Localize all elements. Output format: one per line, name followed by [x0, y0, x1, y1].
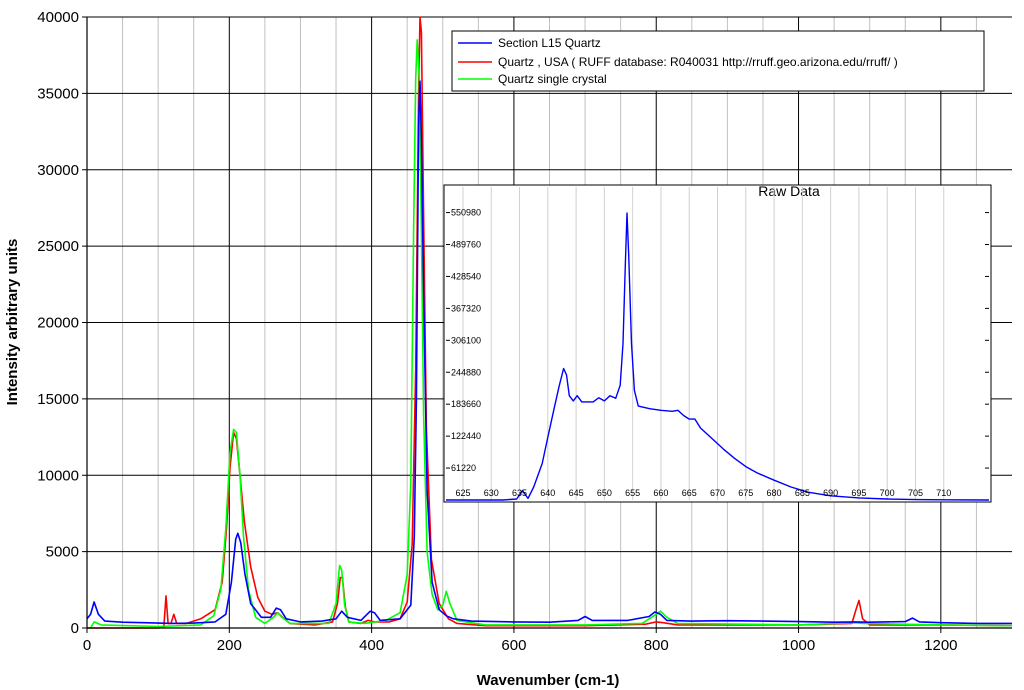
x-tick-label: 200 [217, 637, 242, 654]
inset-x-tick-label: 690 [823, 488, 838, 498]
inset-y-tick-label: 122440 [451, 431, 481, 441]
x-tick-label: 400 [359, 637, 384, 654]
inset-x-tick-label: 675 [738, 488, 753, 498]
x-tick-label: 600 [501, 637, 526, 654]
y-tick-label: 20000 [37, 315, 79, 332]
inset-x-tick-label: 695 [851, 488, 866, 498]
inset-x-tick-label: 670 [710, 488, 725, 498]
inset-grid [462, 187, 945, 500]
y-tick-label: 25000 [37, 238, 79, 255]
inset-y-tick-label: 428540 [451, 271, 481, 281]
x-tick-label: 800 [644, 637, 669, 654]
inset-y-tick-label: 550980 [451, 208, 481, 218]
legend-box [451, 30, 985, 92]
inset-y-tick-label: 183660 [451, 399, 481, 409]
inset-tick-labels: 625 630 635 640 645 650 655 660 665 670 675 680 685 6… [446, 208, 989, 498]
x-tick-label: 0 [83, 637, 91, 654]
inset-x-tick-label: 680 [767, 488, 782, 498]
y-tick-label: 30000 [37, 162, 79, 179]
inset-x-tick-label: 650 [597, 488, 612, 498]
y-tick-label: 40000 [37, 9, 79, 26]
y-tick-label: 35000 [37, 85, 79, 102]
y-tick-label: 5000 [46, 544, 79, 561]
inset-x-tick-label: 625 [455, 488, 470, 498]
legend-label-section-l15: Section L15 Quartz [498, 36, 601, 50]
y-tick-label: 15000 [37, 391, 79, 408]
raw-data-inset: Raw Data 625 630 635 640 645 650 655 660 665 670 6… [443, 183, 992, 503]
inset-x-tick-label: 630 [484, 488, 499, 498]
x-tick-label: 1200 [924, 637, 957, 654]
inset-x-tick-label: 700 [880, 488, 895, 498]
inset-y-tick-label: 61220 [451, 463, 476, 473]
legend-label-ruff: Quartz , USA ( RUFF database: R040031 ht… [498, 55, 898, 69]
inset-x-tick-label: 645 [569, 488, 584, 498]
main-series-group [86, 16, 1013, 629]
inset-x-tick-label: 665 [682, 488, 697, 498]
inset-x-tick-label: 640 [540, 488, 555, 498]
x-axis-title: Wavenumber (cm-1) [477, 672, 620, 689]
x-tick-label: 1000 [782, 637, 815, 654]
inset-y-tick-label: 244880 [451, 367, 481, 377]
inset-x-tick-label: 635 [512, 488, 527, 498]
inset-title: Raw Data [758, 183, 820, 199]
inset-y-tick-label: 306100 [451, 335, 481, 345]
inset-y-tick-label: 489760 [451, 240, 481, 250]
inset-series-line-raw [446, 212, 990, 501]
inset-y-tick-label: 367320 [451, 303, 481, 313]
inset-x-tick-label: 685 [795, 488, 810, 498]
legend: Section L15 Quartz Quartz , USA ( RUFF d… [451, 30, 985, 92]
inset-x-tick-label: 660 [653, 488, 668, 498]
inset-series-group [446, 212, 990, 501]
inset-x-tick-label: 655 [625, 488, 640, 498]
inset-x-tick-label: 705 [908, 488, 923, 498]
legend-label-single-crystal: Quartz single crystal [498, 72, 607, 86]
main-tick-labels: 0 200 400 600 800 1000 1200 0 5000 10000 15000 2000… [37, 9, 957, 654]
y-axis-title: Intensity arbitrary units [4, 239, 21, 406]
series-line-section-l15 [86, 80, 1012, 625]
y-tick-label: 10000 [37, 467, 79, 484]
y-tick-label: 0 [71, 620, 79, 637]
inset-x-tick-label: 710 [936, 488, 951, 498]
